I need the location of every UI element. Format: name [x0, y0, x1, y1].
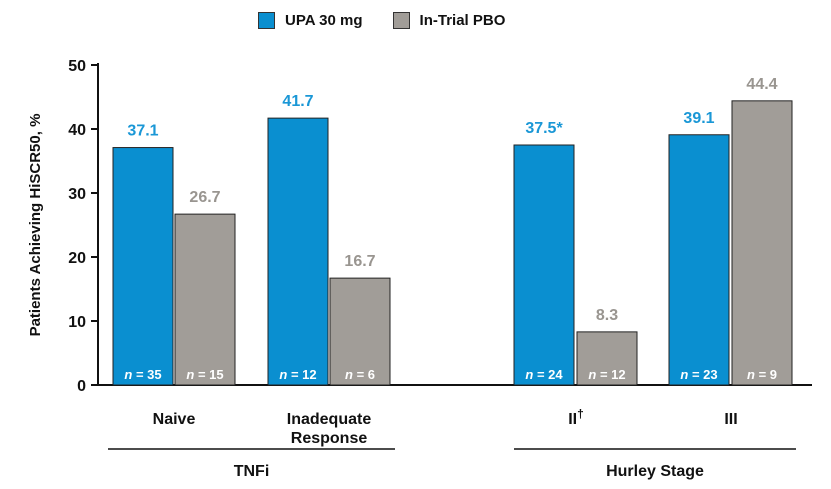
n-label-symbol: n: [525, 367, 533, 382]
n-label-value: = 9: [755, 367, 777, 382]
legend-item-upa: UPA 30 mg: [258, 12, 363, 29]
n-label-value: = 24: [533, 367, 563, 382]
group-label: TNFi: [234, 463, 270, 480]
y-tick-label: 20: [68, 250, 86, 267]
category-label-superscript: †: [577, 407, 584, 421]
n-label-value: = 6: [353, 367, 375, 382]
y-axis-label: Patients Achieving HiSCR50, %: [27, 114, 44, 337]
data-label: 41.7: [282, 93, 313, 110]
bar-pbo: [174, 213, 236, 386]
data-label: 16.7: [344, 253, 375, 270]
y-tick-label: 10: [68, 314, 86, 331]
n-label-symbol: n: [345, 367, 353, 382]
n-label-value: = 35: [132, 367, 161, 382]
bar-pbo: [329, 277, 391, 386]
n-label-value: = 12: [287, 367, 316, 382]
y-tick-label: 50: [68, 58, 86, 75]
bar-upa: [267, 117, 329, 386]
bar-upa: [668, 134, 730, 386]
group-label: Hurley Stage: [606, 463, 704, 480]
category-label: Naive: [153, 411, 196, 428]
n-label: n = 24: [525, 367, 563, 382]
legend-label-upa: UPA 30 mg: [285, 12, 363, 29]
bar-upa: [513, 144, 575, 386]
n-label-value: = 12: [596, 367, 625, 382]
data-label: 26.7: [189, 189, 220, 206]
bar-pbo: [731, 100, 793, 386]
n-label: n = 12: [279, 367, 316, 382]
y-tick-label: 0: [77, 378, 86, 395]
n-label: n = 9: [747, 367, 777, 382]
n-label: n = 15: [186, 367, 223, 382]
category-label: II†: [568, 407, 584, 428]
bar-pbo: [576, 331, 638, 386]
data-label: 37.1: [127, 123, 158, 140]
data-label: 8.3: [596, 307, 618, 324]
data-label: 44.4: [746, 76, 777, 93]
y-tick-label: 30: [68, 186, 86, 203]
y-tick-label: 40: [68, 122, 86, 139]
n-label-symbol: n: [279, 367, 287, 382]
legend-swatch-pbo: [392, 12, 410, 29]
legend-label-pbo: In-Trial PBO: [419, 12, 506, 29]
n-label-symbol: n: [747, 367, 755, 382]
data-label: 37.5*: [525, 120, 563, 137]
n-label: n = 23: [680, 367, 717, 382]
category-label: Inadequate: [287, 411, 372, 428]
n-label-symbol: n: [680, 367, 688, 382]
n-label-value: = 23: [688, 367, 717, 382]
n-label-symbol: n: [186, 367, 194, 382]
legend-swatch-upa: [258, 12, 275, 29]
n-label: n = 35: [124, 367, 161, 382]
n-label: n = 6: [345, 367, 375, 382]
category-label: III: [724, 411, 737, 428]
n-label-symbol: n: [588, 367, 596, 382]
bar-upa: [112, 147, 174, 386]
legend: UPA 30 mg In-Trial PBO: [258, 12, 535, 29]
n-label-symbol: n: [124, 367, 132, 382]
legend-item-pbo: In-Trial PBO: [392, 12, 506, 29]
n-label: n = 12: [588, 367, 625, 382]
category-label: Response: [291, 430, 368, 447]
n-label-value: = 15: [194, 367, 223, 382]
data-label: 39.1: [683, 110, 714, 127]
